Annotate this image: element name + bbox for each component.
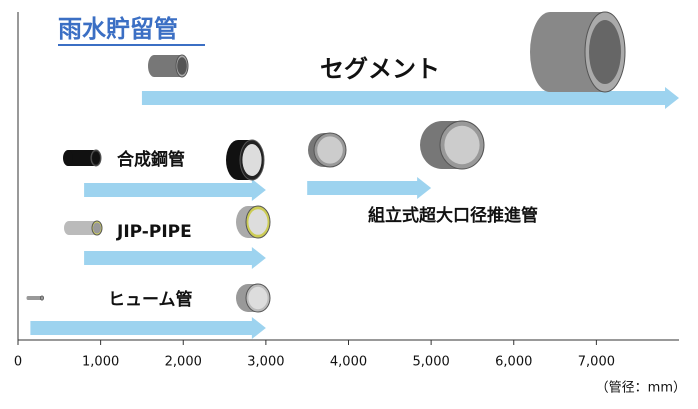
range-label: JIP-PIPE	[116, 222, 192, 242]
range-arrow	[141, 87, 679, 109]
pipe-hole	[317, 136, 343, 164]
pipe-hole	[177, 57, 187, 75]
x-tick-label: 2,000	[165, 355, 202, 370]
pipe-back	[530, 12, 570, 92]
pipe-icon	[26, 295, 44, 301]
x-tick-label: 4,000	[330, 355, 367, 370]
x-tick-label: 0	[14, 355, 22, 370]
pipe-body	[69, 221, 97, 235]
pipe-hole	[248, 209, 268, 235]
range-label: 組立式超大口径推進管	[368, 205, 538, 226]
range-label: ヒューム管	[108, 289, 193, 310]
range-arrow	[84, 179, 266, 201]
pipe-back	[148, 55, 160, 77]
x-tick-label: 1,000	[82, 355, 119, 370]
pipe-hole	[589, 20, 621, 84]
pipe-icon	[63, 149, 102, 167]
range-label: セグメント	[320, 55, 440, 83]
pipe-back	[26, 296, 30, 300]
chart-title: 雨水貯留管	[58, 15, 178, 43]
range-label: 合成鋼管	[117, 149, 185, 170]
pipe-icon	[530, 11, 626, 93]
pipe-hole	[40, 296, 44, 300]
pipe-body	[154, 55, 182, 77]
x-unit-label: （管径：mm）	[596, 381, 686, 396]
pipe-body	[68, 150, 96, 166]
pipe-icon	[148, 54, 189, 78]
range-arrow	[84, 247, 266, 269]
x-tick-label: 6,000	[495, 355, 532, 370]
pipe-icon	[236, 283, 271, 313]
pipe-hole	[248, 286, 268, 310]
pipe-icon	[64, 220, 103, 236]
x-tick-label: 5,000	[413, 355, 450, 370]
pipe-icon	[308, 132, 347, 168]
pipe-back	[64, 221, 74, 235]
x-tick-label: 3,000	[247, 355, 284, 370]
pipe-hole	[92, 151, 100, 165]
pipe-hole	[242, 144, 262, 176]
range-arrow	[30, 317, 266, 339]
range-arrow	[307, 177, 432, 199]
pipe-icon	[226, 139, 265, 181]
x-tick-label: 7,000	[578, 355, 615, 370]
pipe-icon	[420, 120, 485, 170]
pipe-hole	[444, 125, 480, 165]
pipe-body	[28, 296, 42, 300]
pipe-back	[63, 150, 73, 166]
pipe-icon	[236, 205, 271, 239]
pipe-hole	[93, 222, 101, 234]
